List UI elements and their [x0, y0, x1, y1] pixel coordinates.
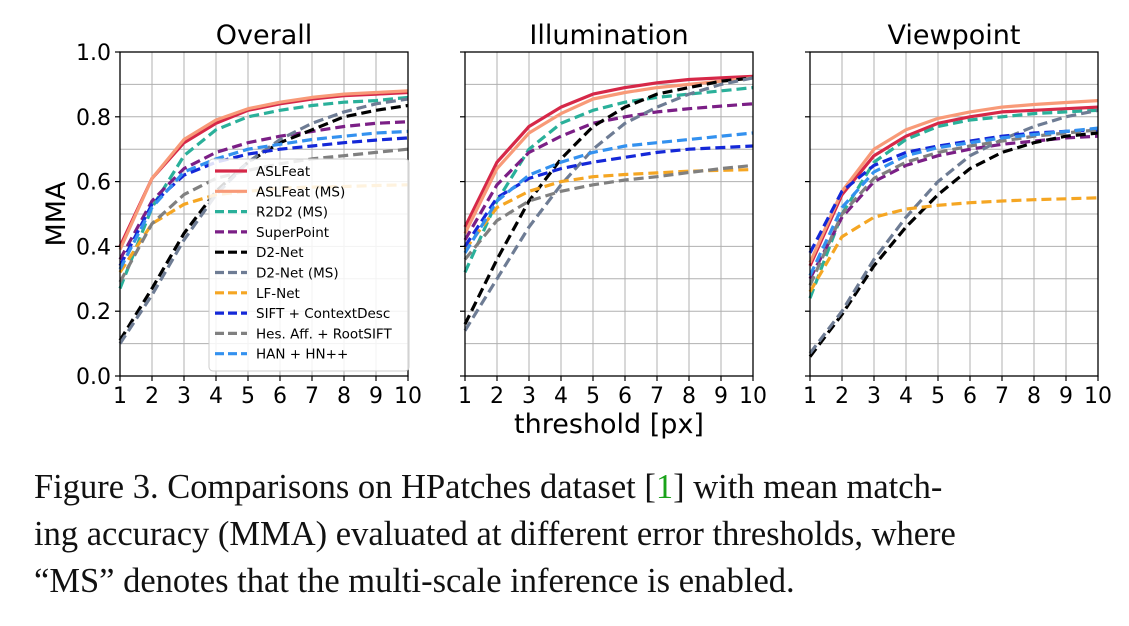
- series-line-sift-contextdesc: [463, 144, 754, 248]
- x-tick-label: 10: [739, 384, 767, 409]
- caption-line-2: ing accuracy (MMA) evaluated at differen…: [34, 515, 956, 553]
- series-line-superpoint: [463, 102, 754, 241]
- x-tick-label: 5: [241, 384, 255, 409]
- series-line-d2-net-ms-: [808, 108, 1099, 355]
- x-tick-label: 7: [305, 384, 319, 409]
- y-tick-label: 0.4: [76, 235, 111, 260]
- x-tick-label: 10: [1084, 384, 1112, 409]
- y-axis-label: MMA: [41, 181, 72, 247]
- legend-label: Hes. Aff. + RootSIFT: [256, 326, 392, 342]
- chart-title: Overall: [216, 20, 313, 51]
- x-tick-label: 3: [177, 384, 191, 409]
- x-tick-label: 4: [554, 384, 568, 409]
- series-line-han-hn-: [118, 129, 409, 270]
- x-tick-label: 6: [963, 384, 977, 409]
- series-line-r2d2-ms-: [808, 108, 1099, 299]
- series-line-r2d2-ms-: [118, 95, 409, 290]
- x-tick-label: 7: [650, 384, 664, 409]
- x-axis-label: threshold [px]: [514, 409, 704, 440]
- series-line-aslfeat-ms-: [118, 89, 409, 251]
- y-tick-label: 1.0: [76, 41, 111, 66]
- legend-label: D2-Net: [256, 245, 304, 261]
- x-tick-label: 2: [490, 384, 504, 409]
- series-line-hes-aff-rootsift: [118, 147, 409, 283]
- series-line-superpoint: [118, 120, 409, 261]
- y-tick-label: 0.2: [76, 300, 111, 325]
- series-line-d2-net: [118, 103, 409, 342]
- legend-label: SuperPoint: [256, 225, 329, 241]
- y-tick-label: 0.6: [76, 171, 111, 196]
- x-tick-label: 9: [1059, 384, 1073, 409]
- x-tick-label: 5: [931, 384, 945, 409]
- series-line-superpoint: [808, 134, 1099, 280]
- legend-label: ASLFeat: [256, 164, 310, 180]
- series-line-d2-net: [463, 76, 754, 325]
- x-tick-label: 7: [995, 384, 1009, 409]
- x-tick-label: 8: [1027, 384, 1041, 409]
- series-line-han-hn-: [463, 131, 754, 254]
- series-line-aslfeat-ms-: [808, 99, 1099, 264]
- series-line-lf-net: [808, 196, 1099, 293]
- series-line-aslfeat: [463, 74, 754, 228]
- chart-panel-3: 1 2 3 4 5 6 7 8 9 10 Viewpoint: [803, 20, 1112, 409]
- legend-label: R2D2 (MS): [256, 205, 328, 221]
- chart-panel-2: 1 2 3 4 5 6 7 8 9 10 Illumination: [458, 20, 767, 409]
- legend-label: SIFT + ContextDesc: [256, 306, 390, 322]
- y-tick-label: 0.8: [76, 106, 111, 131]
- series-line-lf-net: [463, 168, 754, 251]
- x-tick-label: 9: [714, 384, 728, 409]
- chart-title: Illumination: [529, 20, 688, 51]
- figure-caption: Figure 3. Comparisons on HPatches datase…: [34, 464, 1114, 605]
- series-line-d2-net: [808, 131, 1099, 358]
- plot-frame: [809, 51, 1099, 377]
- legend-label: LF-Net: [256, 286, 300, 302]
- x-tick-label: 4: [209, 384, 223, 409]
- series-line-aslfeat: [808, 105, 1099, 267]
- series-line-han-hn-: [808, 126, 1099, 277]
- series-line-d2-net-ms-: [463, 76, 754, 332]
- x-tick-label: 1: [113, 384, 127, 409]
- legend-label: HAN + HN++: [256, 347, 348, 363]
- chart-title: Viewpoint: [888, 20, 1021, 51]
- legend-label: ASLFeat (MS): [256, 184, 345, 200]
- citation-link[interactable]: 1: [655, 468, 674, 506]
- x-tick-label: 9: [369, 384, 383, 409]
- caption-text: ] with mean match-: [673, 468, 943, 506]
- x-tick-label: 2: [145, 384, 159, 409]
- x-tick-label: 1: [803, 384, 817, 409]
- x-tick-label: 6: [618, 384, 632, 409]
- caption-line-1: Figure 3. Comparisons on HPatches datase…: [34, 464, 1114, 511]
- series-line-r2d2-ms-: [463, 86, 754, 273]
- y-tick-label: 0.0: [76, 365, 111, 390]
- caption-text: Figure 3. Comparisons on HPatches datase…: [34, 468, 656, 506]
- chart-legend: ASLFeat ASLFeat (MS) R2D2 (MS) SuperPoint D2…: [208, 158, 410, 372]
- x-tick-label: 1: [458, 384, 472, 409]
- x-tick-label: 8: [337, 384, 351, 409]
- x-tick-label: 8: [682, 384, 696, 409]
- x-tick-label: 4: [899, 384, 913, 409]
- legend-label: D2-Net (MS): [256, 266, 339, 282]
- series-line-hes-aff-rootsift: [463, 163, 754, 261]
- caption-line-3: “MS” denotes that the multi-scale infere…: [34, 562, 795, 600]
- legend-box: [208, 158, 410, 372]
- x-tick-label: 10: [394, 384, 422, 409]
- plot-frame: [464, 51, 754, 377]
- x-tick-label: 3: [522, 384, 536, 409]
- x-tick-label: 6: [273, 384, 287, 409]
- x-tick-label: 5: [586, 384, 600, 409]
- x-tick-label: 2: [835, 384, 849, 409]
- x-tick-label: 3: [867, 384, 881, 409]
- series-line-aslfeat-ms-: [463, 76, 754, 235]
